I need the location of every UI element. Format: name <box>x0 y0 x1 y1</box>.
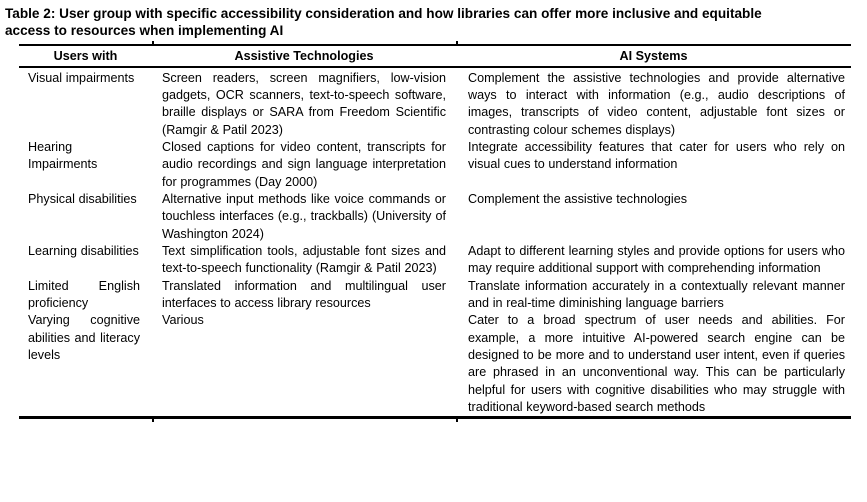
cell-assistive-technologies: Various <box>162 313 204 328</box>
table-caption-line-2: access to resources when implementing AI <box>5 22 284 38</box>
table-top-rule <box>19 40 851 46</box>
cell-ai-systems: Integrate accessibility features that ca… <box>468 139 845 172</box>
accessibility-table: Users with Assistive Technologies AI Sys… <box>19 40 851 422</box>
header-bottom-rule <box>19 65 851 68</box>
column-header-users-with: Users with <box>53 48 118 63</box>
column-divider-tick <box>456 40 458 44</box>
cell-ai-systems: Adapt to different learning styles and p… <box>468 244 845 276</box>
table-header-row: Users with Assistive Technologies AI Sys… <box>19 46 851 66</box>
cell-assistive-technologies: Text simplification tools, adjustable fo… <box>162 244 446 276</box>
table-bottom-rule <box>19 416 851 422</box>
table-row-visual-impairments: Visual impairments Screen readers, scree… <box>19 70 851 139</box>
cell-assistive-technologies: Alternative input methods like voice com… <box>162 192 446 241</box>
table-row-hearing-impairments: Hearing Impairments Closed captions for … <box>19 139 851 191</box>
cell-assistive-technologies: Closed captions for video content, trans… <box>162 139 446 189</box>
cell-ai-systems: Cater to a broad spectrum of user needs … <box>468 313 845 415</box>
table-row-physical-disabilities: Physical disabilities Alternative input … <box>19 191 851 243</box>
column-divider-tick <box>456 418 458 422</box>
column-divider-tick <box>152 418 154 422</box>
cell-users-with: Learning disabilities <box>28 244 139 259</box>
cell-users-with: Hearing Impairments <box>28 139 98 172</box>
cell-users-with: Physical disabilities <box>28 192 137 206</box>
cell-ai-systems: Complement the assistive technologies <box>468 192 688 206</box>
column-header-ai-systems: AI Systems <box>619 48 688 63</box>
column-header-assistive-technologies: Assistive Technologies <box>234 48 374 63</box>
table-row-learning-disabilities: Learning disabilities Text simplificatio… <box>19 243 851 278</box>
cell-ai-systems: Complement the assistive technologies an… <box>468 70 845 137</box>
cell-ai-systems: Translate information accurately in a co… <box>468 278 845 311</box>
table-body: Visual impairments Screen readers, scree… <box>19 68 851 417</box>
table-row-limited-english-proficiency: Limited English proficiency Translated i… <box>19 278 851 313</box>
cell-assistive-technologies: Screen readers, screen magnifiers, low-v… <box>162 70 446 137</box>
cell-users-with: Limited English proficiency <box>28 278 140 311</box>
cell-users-with: Varying cognitive abilities and literacy… <box>28 313 140 363</box>
cell-users-with: Visual impairments <box>28 70 135 85</box>
table-caption-line-1: Table 2: User group with specific access… <box>5 6 762 21</box>
table-caption: Table 2: User group with specific access… <box>0 0 867 40</box>
cell-assistive-technologies: Translated information and multilingual … <box>162 278 446 311</box>
column-divider-tick <box>152 40 154 44</box>
table-row-varying-cognitive-abilities: Varying cognitive abilities and literacy… <box>19 312 851 416</box>
